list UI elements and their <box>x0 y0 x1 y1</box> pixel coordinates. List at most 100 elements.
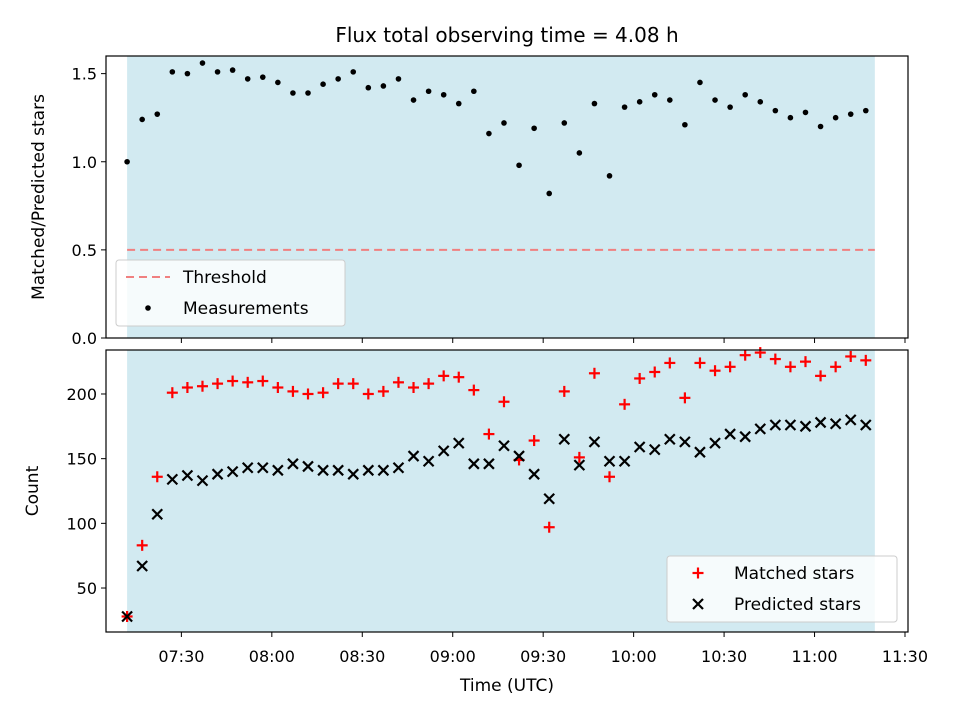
legend-box <box>115 259 346 327</box>
x-tick-label: 10:30 <box>701 647 747 666</box>
x-stroke-b <box>362 464 375 477</box>
measurement-point <box>244 76 251 82</box>
measurement-point <box>395 76 402 82</box>
x-stroke-b <box>844 414 857 426</box>
matched-star-point <box>830 361 842 373</box>
x-tick-label: 08:30 <box>339 647 385 666</box>
matched-star-point <box>664 357 676 369</box>
predicted-star-point <box>829 417 842 430</box>
x-stroke-b <box>468 458 480 470</box>
matched-star-point <box>317 387 329 399</box>
predicted-star-point <box>211 468 224 480</box>
x-stroke-b <box>694 446 706 458</box>
matched-star-point <box>302 388 314 400</box>
measurement-point <box>817 123 824 130</box>
legend-threshold-label: Threshold <box>182 268 267 288</box>
measurement-point <box>606 173 613 179</box>
ratio-x-ticks <box>180 338 906 343</box>
predicted-star-point <box>181 469 194 482</box>
x-tick-label: 09:00 <box>430 647 476 666</box>
matched-star-point <box>498 396 510 408</box>
x-stroke-b <box>226 465 239 478</box>
matched-star-point <box>227 375 239 387</box>
matched-star-point <box>392 376 404 388</box>
measurement-point <box>440 91 447 98</box>
matched-star-point <box>136 539 148 551</box>
measurement-point <box>847 111 854 117</box>
measurement-point <box>124 158 130 165</box>
measurement-point <box>712 97 718 103</box>
measurement-point <box>727 104 733 110</box>
predicted-star-point <box>422 455 435 468</box>
matched-star-point <box>257 375 269 387</box>
ratio-y-axis-label: Matched/Predicted stars <box>29 94 49 300</box>
x-stroke-b <box>302 460 314 473</box>
measurement-point <box>214 69 221 75</box>
matched-star-point <box>543 521 555 533</box>
x-stroke-b <box>618 455 631 468</box>
x-stroke-b <box>860 419 872 431</box>
count-legend: Matched stars Predicted stars <box>666 555 898 623</box>
matched-star-point <box>181 382 193 394</box>
measurement-point <box>471 88 477 95</box>
x-stroke-b <box>754 423 767 435</box>
measurement-point <box>682 121 688 128</box>
legend-predicted-label: Predicted stars <box>734 595 861 615</box>
measurement-point <box>139 116 145 123</box>
x-stroke-b <box>558 433 571 446</box>
x-stroke-b <box>739 430 751 443</box>
matched-star-point <box>272 382 284 394</box>
x-stroke-b <box>692 598 704 610</box>
measurement-point <box>591 100 598 107</box>
x-stroke-b <box>211 468 224 480</box>
x-stroke-b <box>603 455 616 468</box>
count-marks <box>121 347 872 623</box>
predicted-star-point <box>633 441 646 453</box>
matched-star-point <box>573 451 585 463</box>
legend-matched-swatch <box>692 567 704 579</box>
matched-star-point <box>347 378 359 390</box>
predicted-star-point <box>739 430 751 443</box>
measurement-point <box>169 69 176 75</box>
matched-star-point <box>151 471 163 483</box>
matched-star-point <box>362 388 374 400</box>
x-stroke-b <box>498 439 510 452</box>
x-stroke-b <box>121 610 133 623</box>
legend-predicted-swatch <box>692 598 704 610</box>
x-tick-label: 10:00 <box>611 647 657 666</box>
chart-title: Flux total observing time = 4.08 h <box>335 23 678 47</box>
predicted-star-point <box>528 468 540 480</box>
matched-star-point <box>423 378 435 390</box>
matched-star-point <box>860 354 872 366</box>
measurement-point <box>184 70 191 77</box>
predicted-star-point <box>347 468 360 480</box>
matched-star-point <box>212 378 224 390</box>
matched-star-point <box>694 357 706 369</box>
predicted-star-point <box>452 437 465 449</box>
x-stroke-b <box>392 461 405 474</box>
predicted-star-point <box>362 464 375 477</box>
matched-star-point <box>604 471 616 483</box>
predicted-star-point <box>679 436 691 448</box>
predicted-star-point <box>437 445 450 457</box>
predicted-star-point <box>241 461 254 474</box>
x-stroke-b <box>528 468 540 480</box>
measurement-point <box>742 91 748 98</box>
measurement-point <box>697 79 703 86</box>
matched-star-point <box>408 382 420 394</box>
matched-star-point <box>649 366 661 378</box>
ratio-panel: 0.0 0.5 1.0 1.5 Matched/Predicted stars Thr… <box>29 55 909 348</box>
predicted-star-point <box>226 465 239 478</box>
count-axes-frame <box>105 349 909 633</box>
predicted-star-point <box>573 459 586 471</box>
predicted-star-point <box>588 436 601 448</box>
predicted-star-point <box>603 455 616 468</box>
y-tick-label: 1.0 <box>72 153 97 172</box>
x-stroke-b <box>483 458 495 470</box>
x-stroke-b <box>196 474 209 487</box>
matched-star-point <box>739 349 751 361</box>
x-stroke-b <box>664 433 676 446</box>
x-stroke-b <box>181 469 194 482</box>
predicted-star-point <box>498 439 510 452</box>
